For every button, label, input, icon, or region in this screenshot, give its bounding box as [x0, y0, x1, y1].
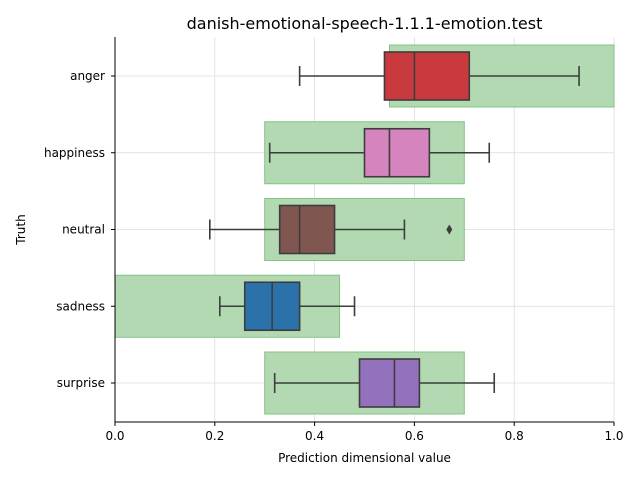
- box-surprise: [273, 358, 496, 408]
- x-tick-label: 0.0: [105, 429, 124, 443]
- x-tick-label: 0.2: [205, 429, 224, 443]
- iqr-box: [278, 204, 336, 255]
- iqr-box: [363, 127, 431, 178]
- y-tick-label: surprise: [57, 376, 105, 390]
- y-tick-label: anger: [70, 69, 105, 83]
- box-happiness: [268, 127, 491, 178]
- x-tick-label: 1.0: [604, 429, 623, 443]
- y-tick-label: neutral: [62, 223, 105, 237]
- box-neutral: [209, 204, 453, 255]
- y-axis-label: Truth: [14, 214, 28, 245]
- box-anger: [298, 51, 580, 101]
- y-tick-label: happiness: [44, 146, 105, 160]
- box-series: [209, 51, 580, 408]
- y-tick-label: sadness: [56, 299, 105, 313]
- x-tick-label: 0.4: [305, 429, 324, 443]
- outlier-point: [446, 224, 453, 235]
- iqr-box: [358, 358, 421, 408]
- iqr-box: [383, 51, 471, 101]
- box-sadness: [218, 281, 356, 332]
- x-axis-label: Prediction dimensional value: [278, 451, 451, 465]
- x-tick-label: 0.8: [505, 429, 524, 443]
- ticks: 0.0 0.2 0.4 0.6 0.8 1.0 anger happiness neutral s…: [44, 69, 624, 443]
- x-tick-label: 0.6: [405, 429, 424, 443]
- chart-title: danish-emotional-speech-1.1.1-emotion.te…: [187, 14, 543, 33]
